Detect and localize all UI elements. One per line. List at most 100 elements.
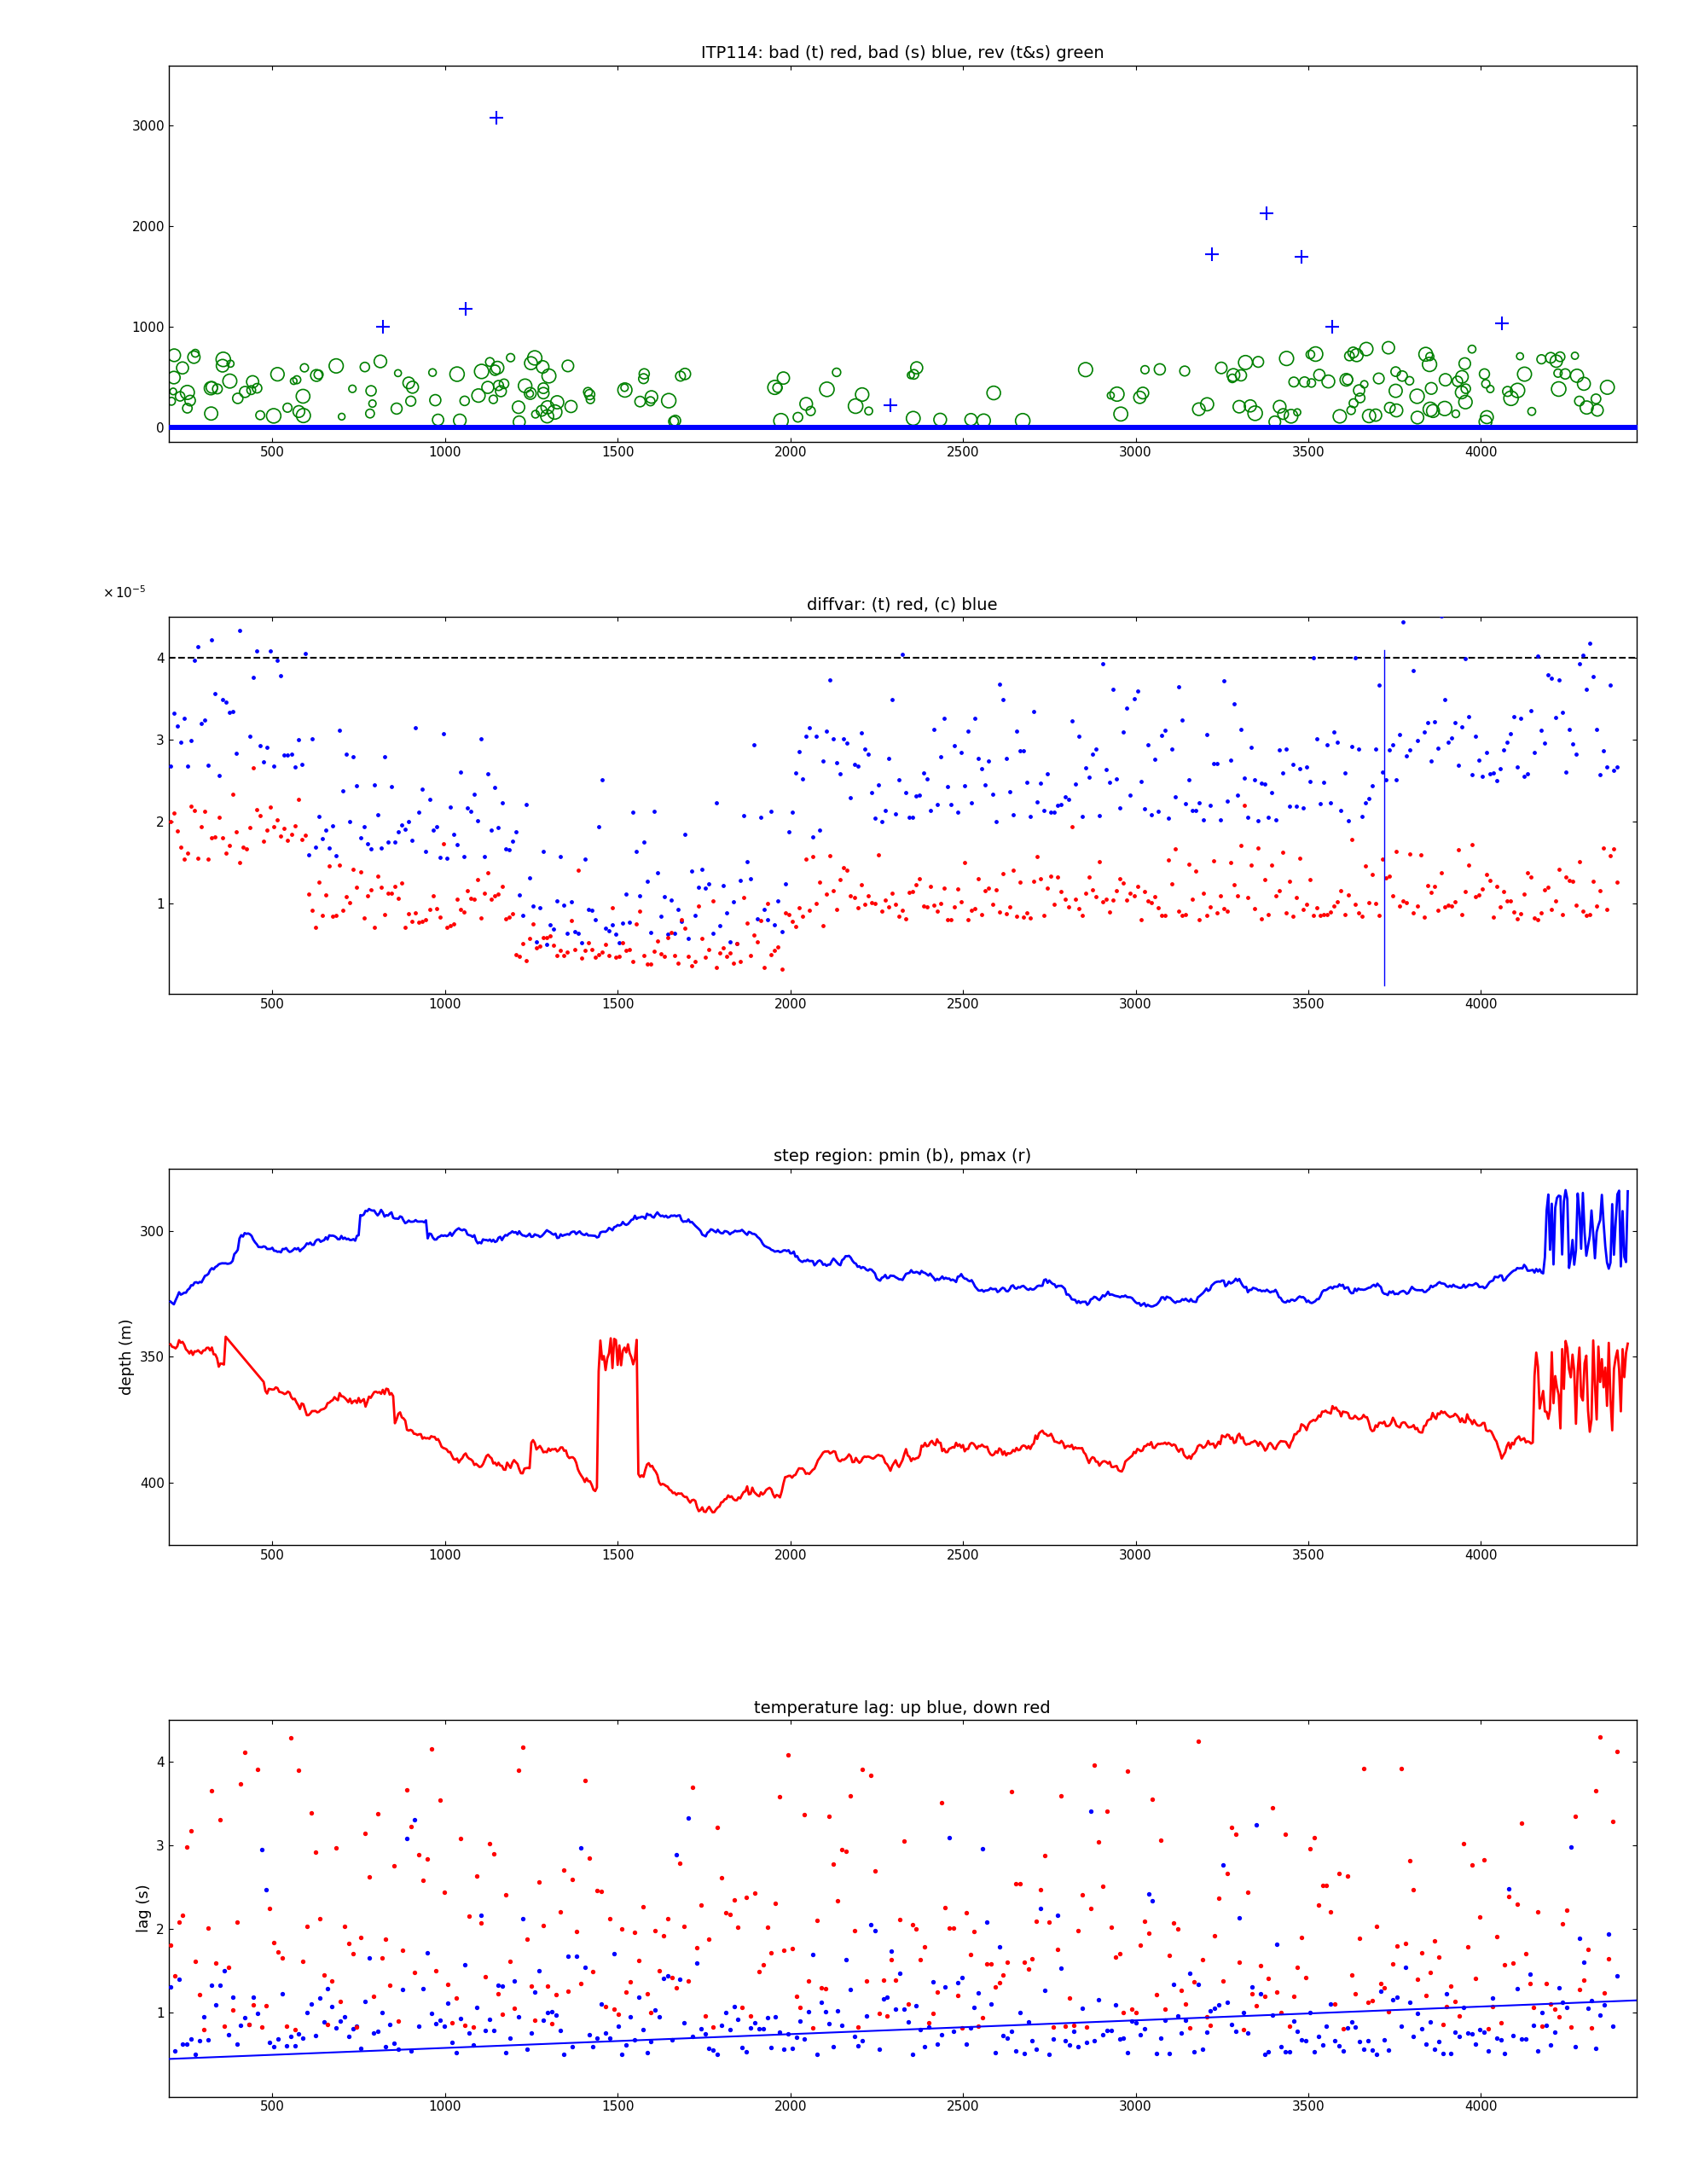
Point [1603,411,1630,446]
Point [1321,2022,1348,2057]
Point [309,411,336,446]
Point [1554,411,1581,446]
Point [666,411,693,446]
Point [211,1952,238,1987]
Point [1179,793,1206,828]
Point [489,411,516,446]
Point [1002,411,1029,446]
Point [1137,411,1164,446]
Point [923,893,950,928]
Point [1490,411,1517,446]
Point [1520,2007,1547,2042]
Point [437,411,464,446]
Point [454,791,481,826]
Point [1081,411,1108,446]
Point [278,411,305,446]
Point [666,411,693,446]
Point [1397,732,1424,767]
Point [1429,2035,1456,2070]
Point [1437,411,1464,446]
Point [169,411,196,446]
Point [1019,2022,1046,2057]
Point [1459,411,1486,446]
Point [1491,411,1518,446]
Point [924,411,951,446]
Point [634,411,661,446]
Point [926,411,953,446]
Point [1608,411,1635,446]
Point [471,839,498,874]
Point [1196,411,1223,446]
Point [1560,411,1587,446]
Point [1547,411,1574,446]
Point [623,411,649,446]
Point [297,411,324,446]
Point [592,411,619,446]
Point [1419,411,1446,446]
Point [430,1876,457,1911]
Point [170,841,197,876]
Point [985,411,1012,446]
Point [1479,900,1506,935]
Point [1606,411,1633,446]
Point [1043,411,1070,446]
Point [1027,411,1054,446]
Point [1061,2014,1088,2049]
Point [1172,898,1199,933]
Point [459,411,486,446]
Point [469,411,496,446]
Point [1557,411,1584,446]
Point [781,411,808,446]
Point [811,1972,838,2007]
Point [747,799,774,834]
Point [1345,411,1372,446]
Point [592,926,619,961]
Point [813,411,840,446]
Point [390,411,417,446]
Point [1345,411,1372,446]
Point [845,2009,872,2044]
Point [1086,411,1113,446]
Point [255,411,282,446]
Point [648,411,675,446]
Point [305,799,332,834]
Point [1473,411,1500,446]
Point [292,636,319,670]
Point [1355,411,1382,446]
Point [177,411,204,446]
Point [813,371,840,406]
Point [940,1911,967,1946]
Point [1021,865,1048,900]
Point [1070,411,1097,446]
Point [255,411,282,446]
Point [1446,411,1473,446]
Point [633,411,660,446]
Point [329,411,356,446]
Point [336,1926,363,1961]
Point [439,2005,466,2040]
Point [695,1922,722,1957]
Point [312,411,339,446]
Point [1488,306,1515,341]
Point [304,411,331,446]
Point [1186,411,1213,446]
Point [1156,411,1183,446]
Point [1587,411,1614,446]
Point [1372,411,1399,446]
Point [1613,411,1640,446]
Point [832,411,859,446]
Point [450,411,477,446]
Point [577,378,604,413]
Point [567,1966,594,2001]
Point [729,411,756,446]
Point [1453,411,1479,446]
Point [1113,411,1140,446]
Point [515,411,542,446]
Point [1005,411,1032,446]
Point [354,411,381,446]
Point [771,411,798,446]
Point [315,850,342,885]
Point [1144,411,1171,446]
Point [186,411,213,446]
Point [599,411,626,446]
